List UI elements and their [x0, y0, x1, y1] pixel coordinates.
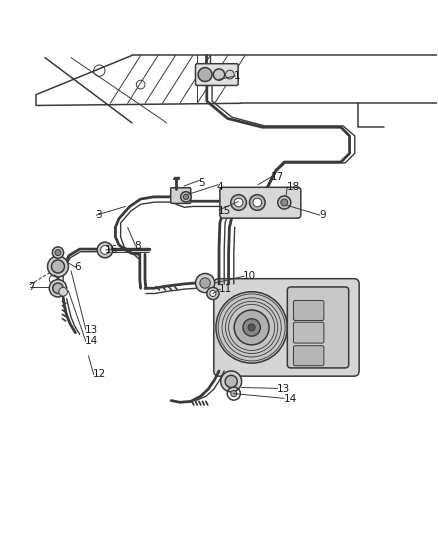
Text: 5: 5 — [198, 178, 205, 188]
Circle shape — [52, 247, 64, 258]
Circle shape — [55, 249, 61, 256]
Text: 16: 16 — [105, 245, 118, 255]
FancyBboxPatch shape — [220, 187, 301, 218]
Text: 18: 18 — [286, 182, 300, 192]
Circle shape — [234, 310, 269, 345]
Circle shape — [278, 196, 291, 209]
Circle shape — [250, 195, 265, 211]
FancyBboxPatch shape — [287, 287, 349, 368]
Text: 14: 14 — [85, 336, 98, 346]
Circle shape — [47, 256, 68, 277]
Circle shape — [221, 371, 242, 392]
Text: 11: 11 — [219, 284, 232, 294]
Circle shape — [97, 242, 113, 258]
Text: 9: 9 — [319, 210, 326, 220]
Circle shape — [51, 260, 64, 273]
Circle shape — [231, 195, 247, 211]
Text: 7: 7 — [28, 282, 35, 293]
Text: 13: 13 — [276, 384, 290, 394]
Circle shape — [216, 292, 287, 363]
FancyBboxPatch shape — [293, 301, 324, 320]
Circle shape — [226, 70, 234, 79]
Circle shape — [200, 278, 210, 288]
Circle shape — [243, 319, 260, 336]
Text: 13: 13 — [85, 325, 98, 335]
Circle shape — [253, 198, 261, 207]
Text: 17: 17 — [270, 172, 284, 182]
FancyBboxPatch shape — [171, 188, 191, 204]
Circle shape — [231, 391, 237, 397]
Circle shape — [225, 375, 237, 387]
Circle shape — [195, 273, 215, 293]
FancyBboxPatch shape — [293, 346, 324, 366]
Circle shape — [210, 290, 216, 296]
Circle shape — [53, 283, 63, 294]
Text: 1: 1 — [234, 71, 241, 81]
Circle shape — [213, 69, 225, 80]
Circle shape — [248, 324, 255, 331]
Text: 4: 4 — [217, 182, 223, 192]
Text: 14: 14 — [283, 394, 297, 404]
Text: 10: 10 — [243, 271, 256, 281]
Text: 8: 8 — [134, 240, 141, 251]
Circle shape — [198, 68, 212, 82]
FancyBboxPatch shape — [214, 279, 359, 376]
FancyBboxPatch shape — [293, 322, 324, 343]
Text: 15: 15 — [218, 206, 231, 216]
Text: 12: 12 — [93, 369, 106, 379]
Circle shape — [234, 198, 243, 207]
Circle shape — [181, 192, 191, 202]
Text: 6: 6 — [74, 262, 81, 272]
Circle shape — [101, 246, 110, 254]
Circle shape — [59, 287, 67, 296]
Circle shape — [281, 199, 288, 206]
FancyBboxPatch shape — [195, 63, 238, 85]
Circle shape — [207, 287, 219, 300]
Circle shape — [49, 279, 67, 297]
Text: 3: 3 — [95, 210, 102, 220]
Circle shape — [184, 194, 188, 199]
